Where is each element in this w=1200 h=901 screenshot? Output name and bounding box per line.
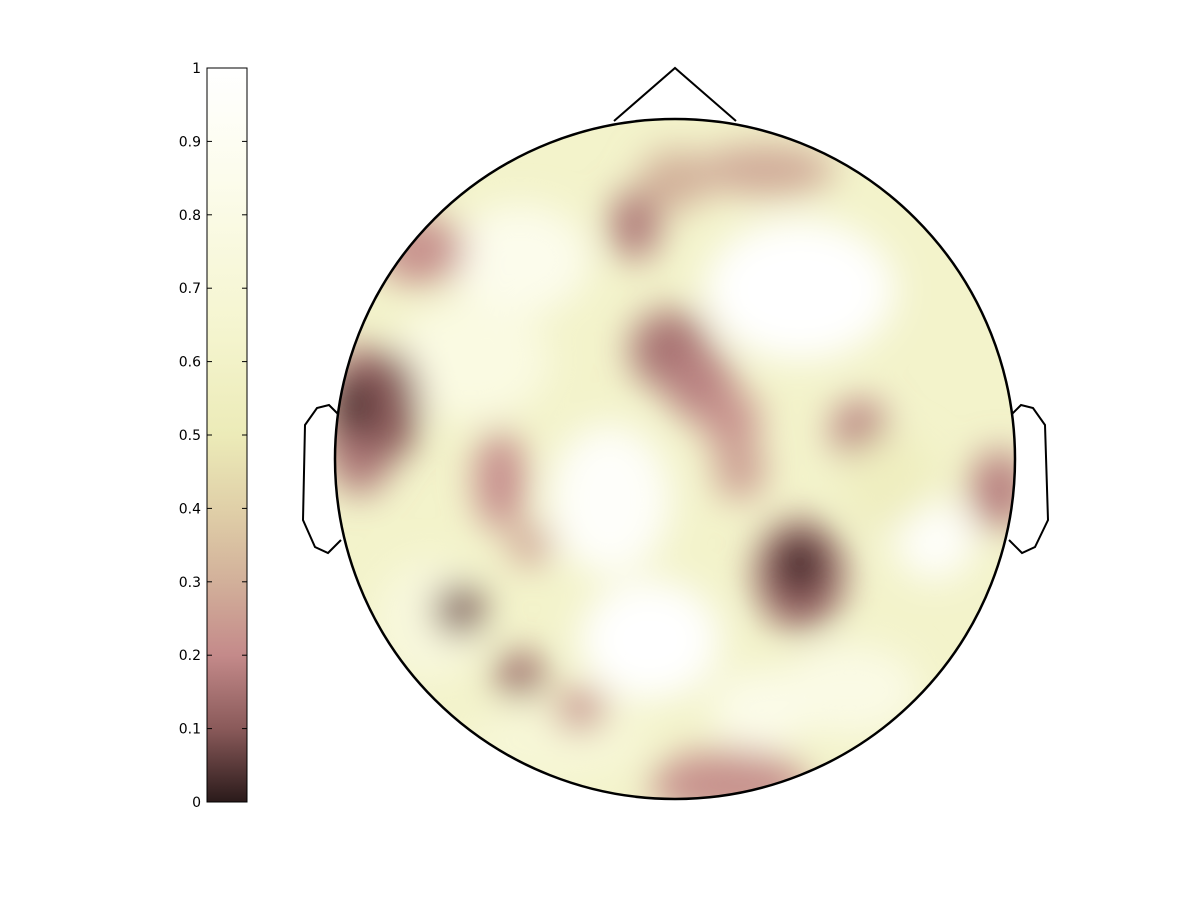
activity-blob [775, 535, 825, 595]
activity-blobs [335, 145, 1015, 799]
activity-blob [780, 645, 920, 735]
activity-blob [650, 750, 810, 799]
colorbar-tick-label: 0.2 [179, 648, 201, 664]
colorbar-tick-label: 0.4 [179, 501, 201, 517]
activity-blob [610, 190, 660, 260]
head-outline [301, 66, 1050, 555]
colorbar-tick-label: 1 [192, 61, 201, 77]
nose-outline [613, 66, 737, 122]
activity-blob [495, 653, 545, 697]
scalp-map [335, 119, 1015, 799]
colorbar-tick-label: 0 [192, 795, 201, 811]
colorbar-tick-label: 0.9 [179, 134, 201, 150]
activity-blob [550, 425, 670, 575]
activity-blob [970, 450, 1015, 530]
activity-blob [335, 370, 371, 440]
colorbar-ticks: 0 0.1 0.2 0.3 0.4 0.5 0.6 0.7 0.8 0.9 1 [179, 61, 247, 811]
activity-blob [710, 670, 810, 750]
activity-blob [555, 690, 605, 730]
activity-blob [510, 525, 550, 565]
activity-blob [715, 440, 765, 500]
activity-blob [705, 220, 895, 360]
activity-blob [640, 150, 710, 210]
colorbar-tick-label: 0.5 [179, 428, 201, 444]
colorbar-gradient [207, 68, 247, 802]
activity-blob [360, 350, 420, 460]
activity-blob [845, 435, 935, 525]
activity-blob [580, 580, 720, 700]
activity-blob [695, 145, 835, 195]
activity-blob [390, 300, 550, 420]
colorbar-tick-label: 0.8 [179, 208, 201, 224]
activity-blob [435, 585, 485, 635]
colorbar-tick-label: 0.3 [179, 575, 201, 591]
colorbar-tick-label: 0.1 [179, 722, 201, 738]
activity-blob [700, 390, 760, 450]
colorbar-tick-label: 0.6 [179, 355, 201, 371]
left-ear-outline [301, 403, 342, 555]
scalp-outline [333, 117, 1017, 801]
colorbar-tick-label: 0.7 [179, 281, 201, 297]
right-ear-outline [1008, 403, 1050, 555]
activity-blob [475, 430, 525, 530]
colorbar: 0 0.1 0.2 0.3 0.4 0.5 0.6 0.7 0.8 0.9 1 [179, 61, 248, 811]
activity-blob [895, 500, 975, 580]
activity-blob [450, 205, 590, 315]
